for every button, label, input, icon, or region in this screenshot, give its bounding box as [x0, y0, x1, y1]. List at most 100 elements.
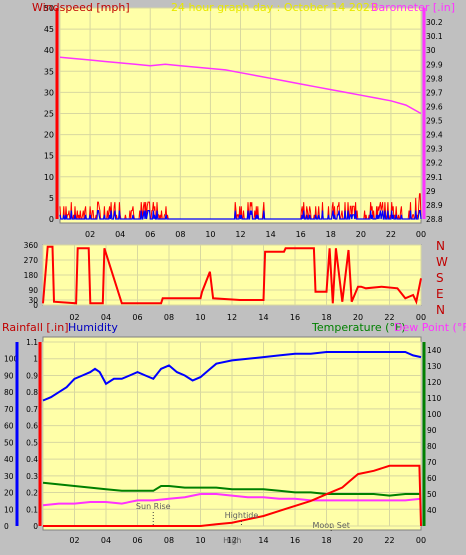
temperature-tick-label: 140: [427, 346, 442, 355]
direction-e: E: [436, 287, 444, 301]
barometer-tick-label: 29.4: [426, 131, 443, 140]
barometer-tick-label: 29.3: [426, 145, 443, 154]
dir-x-tick-label: 04: [101, 313, 111, 322]
top-x-tick-label: 06: [145, 230, 155, 239]
bottom-x-tick-label: 04: [101, 536, 111, 545]
rainfall-tick-label: 0.2: [26, 489, 38, 498]
direction-tick-label: 360: [24, 241, 39, 250]
humidity-tick-label: 70: [4, 405, 14, 414]
barometer-tick-label: 28.9: [426, 201, 443, 210]
top-x-tick-label: 16: [296, 230, 306, 239]
barometer-tick-label: 29.9: [426, 60, 443, 69]
humidity-tick-label: 40: [4, 455, 14, 464]
dewpoint-line: [42, 493, 422, 507]
dir-x-tick-label: 06: [132, 313, 142, 322]
barometer-tick-label: 29.7: [426, 88, 443, 97]
temperature-label: Temperature (°F): [311, 321, 406, 334]
windspeed-tick-label: 30: [44, 88, 54, 97]
direction-tick-label: 0: [33, 301, 38, 310]
direction-tick-label: 270: [24, 256, 39, 265]
moon-set-label: Moon Set: [312, 521, 349, 530]
series: [42, 56, 422, 527]
bottom-x-tick-label: 10: [195, 536, 205, 545]
humidity-tick-label: 100: [4, 355, 19, 364]
bottom-x-tick-label: 14: [258, 536, 268, 545]
rainfall-tick-label: 0.1: [26, 505, 38, 514]
dir-x-tick-label: 22: [384, 313, 394, 322]
temperature-tick-label: 90: [427, 426, 437, 435]
windspeed-tick-label: 50: [44, 4, 54, 13]
top-x-tick-label: 14: [265, 230, 275, 239]
rainfall-tick-label: 0.8: [26, 388, 38, 397]
humidity-tick-label: 20: [4, 489, 14, 498]
rainfall-tick-label: 1.1: [26, 338, 38, 347]
rainfall-label: Rainfall [.in]: [2, 321, 69, 334]
barometer-tick-label: 30: [426, 46, 436, 55]
rainfall-tick-label: 0.9: [26, 371, 38, 380]
temperature-tick-label: 70: [427, 458, 437, 467]
direction-w: W: [436, 255, 448, 269]
humidity-tick-label: 80: [4, 388, 14, 397]
temperature-tick-label: 80: [427, 442, 437, 451]
rainfall-tick-label: 0.6: [26, 422, 38, 431]
grid-lines: [42, 7, 422, 527]
dir-x-tick-label: 14: [258, 313, 268, 322]
windspeed-tick-label: 20: [44, 131, 54, 140]
dir-x-tick-label: 12: [227, 313, 237, 322]
bottom-x-tick-label: 20: [353, 536, 363, 545]
barometer-tick-label: 28.8: [426, 215, 443, 224]
bottom-x-tick-label: 02: [69, 536, 79, 545]
temperature-tick-label: 40: [427, 506, 437, 515]
top-x-tick-label: 18: [326, 230, 336, 239]
dir-x-tick-label: 20: [353, 313, 363, 322]
temperature-tick-label: 130: [427, 362, 442, 371]
humidity-tick-label: 90: [4, 371, 14, 380]
dir-x-tick-label: 08: [164, 313, 174, 322]
barometer-line: [59, 56, 422, 115]
dir-x-tick-label: 18: [321, 313, 331, 322]
bottom-x-tick-label: 22: [384, 536, 394, 545]
humidity-tick-label: 60: [4, 422, 14, 431]
temperature-tick-label: 120: [427, 378, 442, 387]
windspeed-tick-label: 35: [44, 67, 54, 76]
windspeed-tick-label: 10: [44, 173, 54, 182]
direction-tick-label: 180: [24, 271, 39, 280]
wind-direction-line: [42, 245, 422, 305]
barometer-tick-label: 30.2: [426, 18, 443, 27]
windspeed-tick-label: 0: [49, 215, 54, 224]
windspeed-tick-label: 40: [44, 46, 54, 55]
windspeed-tick-label: 45: [44, 25, 54, 34]
barometer-label: Barometer [.in]: [371, 1, 455, 14]
humidity-tick-label: 10: [4, 505, 14, 514]
temperature-line: [42, 481, 421, 497]
wind-average-line: [59, 210, 422, 220]
hightide-label: Hightide: [225, 511, 259, 520]
top-x-tick-label: 12: [235, 230, 245, 239]
dir-x-tick-label: 02: [69, 313, 79, 322]
direction-tick-label: 30: [28, 296, 38, 305]
barometer-tick-label: 30.1: [426, 32, 443, 41]
direction-n-top: N: [436, 239, 445, 253]
axes: 0510152025303540455028.828.92929.129.229…: [4, 4, 443, 545]
top-x-tick-label: 00: [416, 230, 426, 239]
graph-day-title: 24 hour graph day : October 14 2023: [171, 1, 377, 14]
bottom-x-tick-label: 08: [164, 536, 174, 545]
top-x-tick-label: 20: [356, 230, 366, 239]
rainfall-tick-label: 0.5: [26, 438, 38, 447]
dir-x-tick-label: 16: [290, 313, 300, 322]
barometer-tick-label: 29.1: [426, 173, 443, 182]
annotations: Sun Rise Hightide High Moon Set: [136, 502, 350, 545]
temperature-tick-label: 110: [427, 394, 442, 403]
bottom-x-tick-label: 06: [132, 536, 142, 545]
bottom-x-tick-label: 12: [227, 536, 237, 545]
windspeed-tick-label: 25: [44, 110, 54, 119]
windspeed-tick-label: 5: [49, 194, 54, 203]
temperature-tick-label: 60: [427, 474, 437, 483]
barometer-tick-label: 29.5: [426, 117, 443, 126]
top-x-tick-label: 22: [386, 230, 396, 239]
rainfall-tick-label: 1: [33, 355, 38, 364]
dir-x-tick-label: 10: [195, 313, 205, 322]
humidity-label: Humidity: [68, 321, 118, 334]
dewpoint-label: Dew Point (°F): [394, 321, 466, 334]
